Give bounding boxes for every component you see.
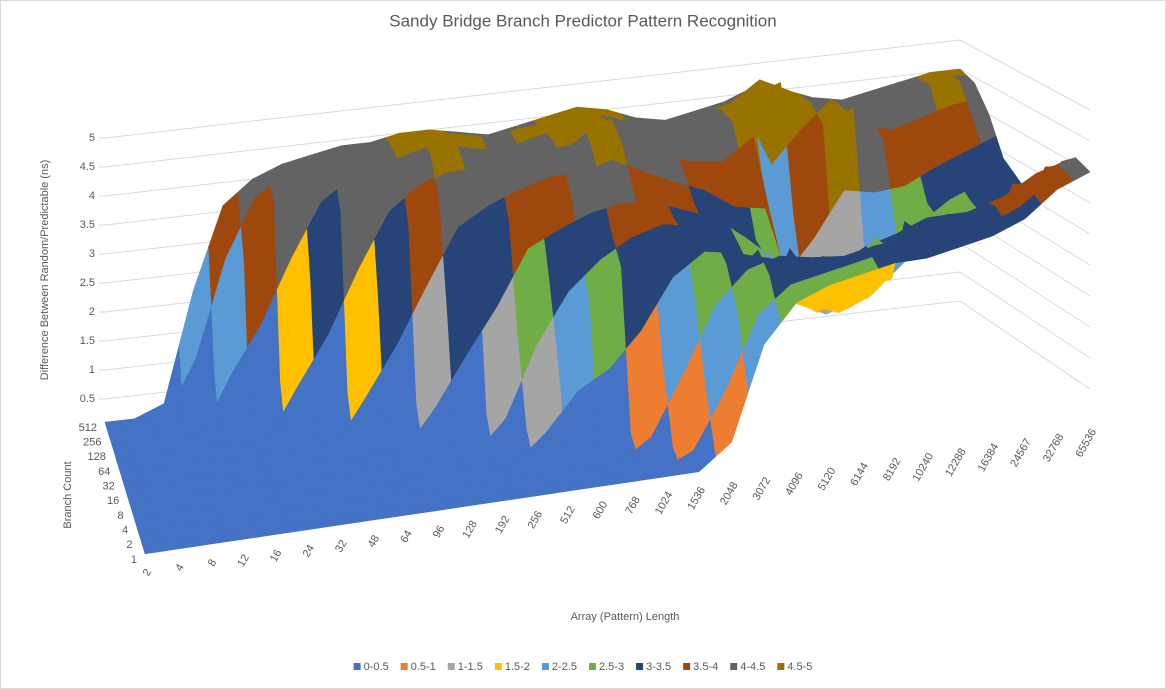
z-tick-label: 0.5 [80,393,95,405]
legend-swatch [353,663,361,670]
x-tick-label: 16 [268,548,285,565]
grid-line [104,39,1091,139]
legend-label: 0-0.5 [364,661,389,673]
surface-patch [142,543,162,555]
depth-tick-label: 512 [79,422,97,434]
z-tick-label: 3 [89,248,95,260]
depth-tick-label: 32 [103,481,115,493]
legend-label: 4.5-5 [787,661,812,673]
chart-title: Sandy Bridge Branch Predictor Pattern Re… [389,11,776,30]
legend-label: 2.5-3 [599,661,624,673]
legend-swatch [494,663,502,670]
z-tick-label: 1.5 [80,335,95,347]
depth-tick-label: 4 [122,525,128,537]
legend-swatch [683,663,691,670]
z-tick-label: 2 [89,306,95,318]
x-axis-title: Array (Pattern) Length [571,611,680,623]
depth-tick-label: 256 [83,437,101,449]
x-tick-label: 48 [366,533,383,550]
depth-tick-label: 128 [88,451,106,463]
legend-label: 2-2.5 [552,661,577,673]
z-axis-title: Difference Between Random/Predictable (n… [39,160,51,381]
legend-swatch [541,663,549,670]
x-tick-label: 32 [333,538,350,555]
x-tick-label: 96 [431,524,448,541]
z-tick-label: 4.5 [80,161,95,173]
legend-label: 3-3.5 [646,661,671,673]
z-tick-label: 5 [89,132,95,144]
x-tick-label: 2 [141,567,154,578]
z-tick-label: 4 [89,190,95,202]
depth-tick-label: 16 [107,495,119,507]
depth-tick-label: 2 [126,539,132,551]
depth-tick-label: 64 [98,466,110,478]
z-tick-label: 2.5 [80,277,95,289]
legend-swatch [777,663,785,670]
legend-label: 0.5-1 [411,661,436,673]
depth-tick-label: 8 [118,510,124,522]
legend-swatch [636,663,644,670]
legend-label: 3.5-4 [693,661,718,673]
legend-swatch [447,663,455,670]
x-tick-label: 24 [301,543,318,560]
z-tick-label: 3.5 [80,219,95,231]
z-tick-label: 1 [89,364,95,376]
x-tick-label: 4 [173,562,186,573]
legend-swatch [589,663,596,670]
x-tick-label: 64 [398,528,415,545]
depth-axis-title: Branch Count [62,461,74,528]
legend-label: 1-1.5 [458,661,483,673]
x-tick-label: 8 [206,557,219,568]
legend-label: 4-4.5 [740,661,765,673]
legend-swatch [400,663,408,670]
depth-tick-label: 1 [131,554,137,566]
legend-label: 1.5-2 [505,661,530,673]
x-tick-label: 12 [235,552,252,569]
legend-swatch [730,663,738,670]
